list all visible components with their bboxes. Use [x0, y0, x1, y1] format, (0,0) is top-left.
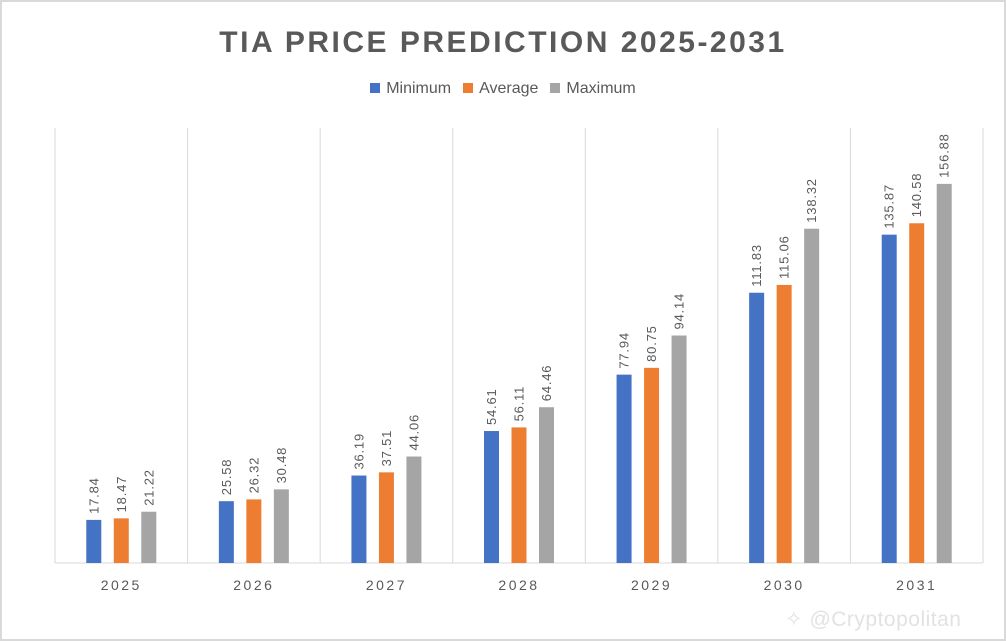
legend-label: Average — [479, 80, 539, 97]
x-tick-label: 2025 — [101, 577, 142, 593]
data-label: 56.11 — [512, 386, 527, 422]
legend-item-maximum: Maximum — [550, 80, 636, 98]
bar-maximum — [804, 228, 820, 563]
legend-item-average: Average — [463, 80, 538, 98]
watermark: ✧ @Cryptopolitan — [785, 607, 962, 632]
data-label: 21.22 — [141, 469, 156, 506]
data-label: 138.32 — [804, 178, 819, 223]
data-label: 54.61 — [484, 388, 499, 425]
legend-label: Minimum — [386, 80, 452, 97]
legend-label: Maximum — [566, 80, 636, 97]
data-label: 135.87 — [882, 184, 897, 229]
bar-average — [511, 427, 527, 563]
data-label: 30.48 — [274, 447, 289, 484]
bar-average — [246, 499, 262, 563]
data-label: 37.51 — [379, 430, 394, 467]
watermark-text: @Cryptopolitan — [809, 608, 962, 631]
x-tick-label: 2030 — [764, 577, 805, 593]
bar-minimum — [86, 519, 102, 563]
bar-average — [378, 472, 394, 563]
bar-maximum — [406, 456, 422, 563]
data-label: 64.46 — [539, 365, 554, 402]
data-label: 44.06 — [406, 414, 421, 451]
data-label: 140.58 — [909, 173, 924, 218]
data-label: 17.84 — [86, 477, 101, 514]
bar-minimum — [881, 234, 897, 563]
legend-swatch — [463, 83, 474, 93]
legend-item-minimum: Minimum — [370, 80, 451, 98]
data-label: 80.75 — [644, 325, 659, 362]
data-label: 156.88 — [937, 133, 952, 178]
cryptopolitan-logo-icon: ✧ — [785, 608, 810, 631]
x-tick-label: 2029 — [631, 577, 672, 593]
bar-minimum — [749, 292, 765, 563]
legend-swatch — [550, 83, 561, 93]
x-tick-label: 2027 — [366, 577, 407, 593]
x-tick-label: 2028 — [498, 577, 539, 593]
x-tick-label: 2026 — [233, 577, 274, 593]
bar-average — [644, 367, 660, 563]
data-label: 26.32 — [246, 457, 261, 494]
bar-average — [113, 518, 129, 563]
bar-average — [909, 223, 925, 563]
bar-minimum — [484, 431, 499, 563]
bar-minimum — [616, 374, 632, 563]
bar-average — [776, 284, 792, 563]
legend: Minimum Average Maximum — [2, 80, 1004, 98]
bar-maximum — [273, 489, 289, 563]
data-label: 77.94 — [617, 332, 632, 369]
data-label: 25.58 — [219, 459, 234, 496]
data-label: 115.06 — [777, 235, 792, 279]
data-label: 111.83 — [749, 244, 764, 287]
bar-maximum — [539, 407, 554, 563]
bar-minimum — [218, 501, 234, 563]
bar-maximum — [936, 183, 952, 563]
bar-minimum — [351, 475, 367, 563]
chart-title: TIA PRICE PREDICTION 2025-2031 — [219, 26, 787, 59]
data-label: 18.47 — [114, 476, 129, 513]
data-label: 36.19 — [351, 433, 366, 470]
x-tick-label: 2031 — [896, 577, 937, 593]
data-label: 94.14 — [672, 293, 687, 330]
legend-swatch — [370, 83, 381, 93]
bar-maximum — [141, 511, 157, 563]
bar-maximum — [671, 335, 687, 563]
